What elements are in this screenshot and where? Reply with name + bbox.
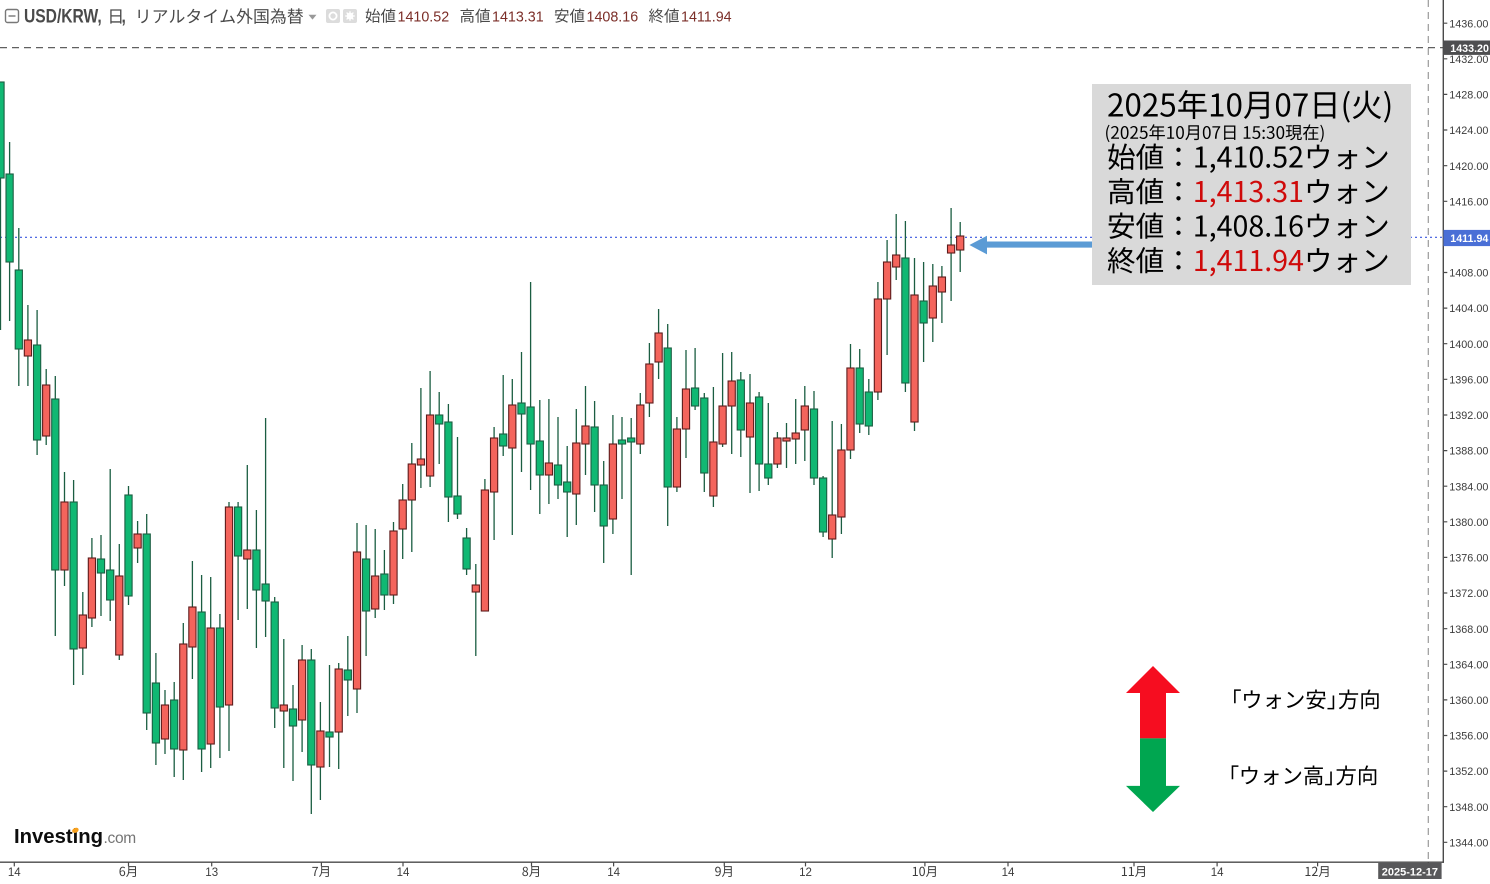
svg-text:14: 14 — [397, 867, 410, 879]
svg-text:2025-12-17: 2025-12-17 — [1382, 866, 1438, 878]
svg-text:1380.00: 1380.00 — [1449, 517, 1488, 529]
svg-text:1410.52: 1410.52 — [398, 9, 450, 25]
svg-text:1428.00: 1428.00 — [1449, 90, 1488, 102]
svg-text:1436.00: 1436.00 — [1449, 18, 1488, 30]
svg-text:1424.00: 1424.00 — [1449, 125, 1488, 137]
svg-text:.com: .com — [104, 830, 136, 847]
svg-text:1344.00: 1344.00 — [1449, 837, 1488, 849]
svg-text:1352.00: 1352.00 — [1449, 766, 1488, 778]
svg-text:1416.00: 1416.00 — [1449, 196, 1488, 208]
svg-text:14: 14 — [1002, 867, 1015, 879]
svg-text:1411.94: 1411.94 — [681, 9, 732, 25]
svg-text:1356.00: 1356.00 — [1449, 731, 1488, 743]
svg-text:1392.00: 1392.00 — [1449, 410, 1488, 422]
svg-text:,: , — [121, 5, 125, 27]
svg-text:1433.20: 1433.20 — [1450, 43, 1489, 55]
svg-text:1404.00: 1404.00 — [1449, 303, 1488, 315]
svg-text:1372.00: 1372.00 — [1449, 588, 1488, 600]
svg-text:1376.00: 1376.00 — [1449, 553, 1488, 565]
svg-text:1368.00: 1368.00 — [1449, 624, 1488, 636]
svg-text:14: 14 — [8, 867, 21, 879]
svg-text:1432.00: 1432.00 — [1449, 54, 1488, 66]
svg-text:1348.00: 1348.00 — [1449, 802, 1488, 814]
svg-text:12: 12 — [799, 867, 812, 879]
svg-text:1411.94: 1411.94 — [1450, 233, 1488, 245]
svg-text:14: 14 — [607, 867, 620, 879]
svg-text:1360.00: 1360.00 — [1449, 695, 1488, 707]
svg-text:13: 13 — [205, 867, 218, 879]
svg-text:1396.00: 1396.00 — [1449, 374, 1488, 386]
svg-text:1364.00: 1364.00 — [1449, 659, 1488, 671]
svg-text:1408.00: 1408.00 — [1449, 268, 1488, 280]
svg-text:Investing: Investing — [14, 826, 103, 848]
svg-text:1384.00: 1384.00 — [1449, 481, 1488, 493]
svg-text:1388.00: 1388.00 — [1449, 446, 1488, 458]
svg-text:14: 14 — [1211, 867, 1224, 879]
svg-text:1408.16: 1408.16 — [587, 9, 639, 25]
svg-text:USD/KRW,: USD/KRW, — [24, 5, 102, 27]
svg-text:1413.31: 1413.31 — [492, 9, 544, 25]
svg-text:1420.00: 1420.00 — [1449, 161, 1488, 173]
svg-text:1400.00: 1400.00 — [1449, 339, 1488, 351]
